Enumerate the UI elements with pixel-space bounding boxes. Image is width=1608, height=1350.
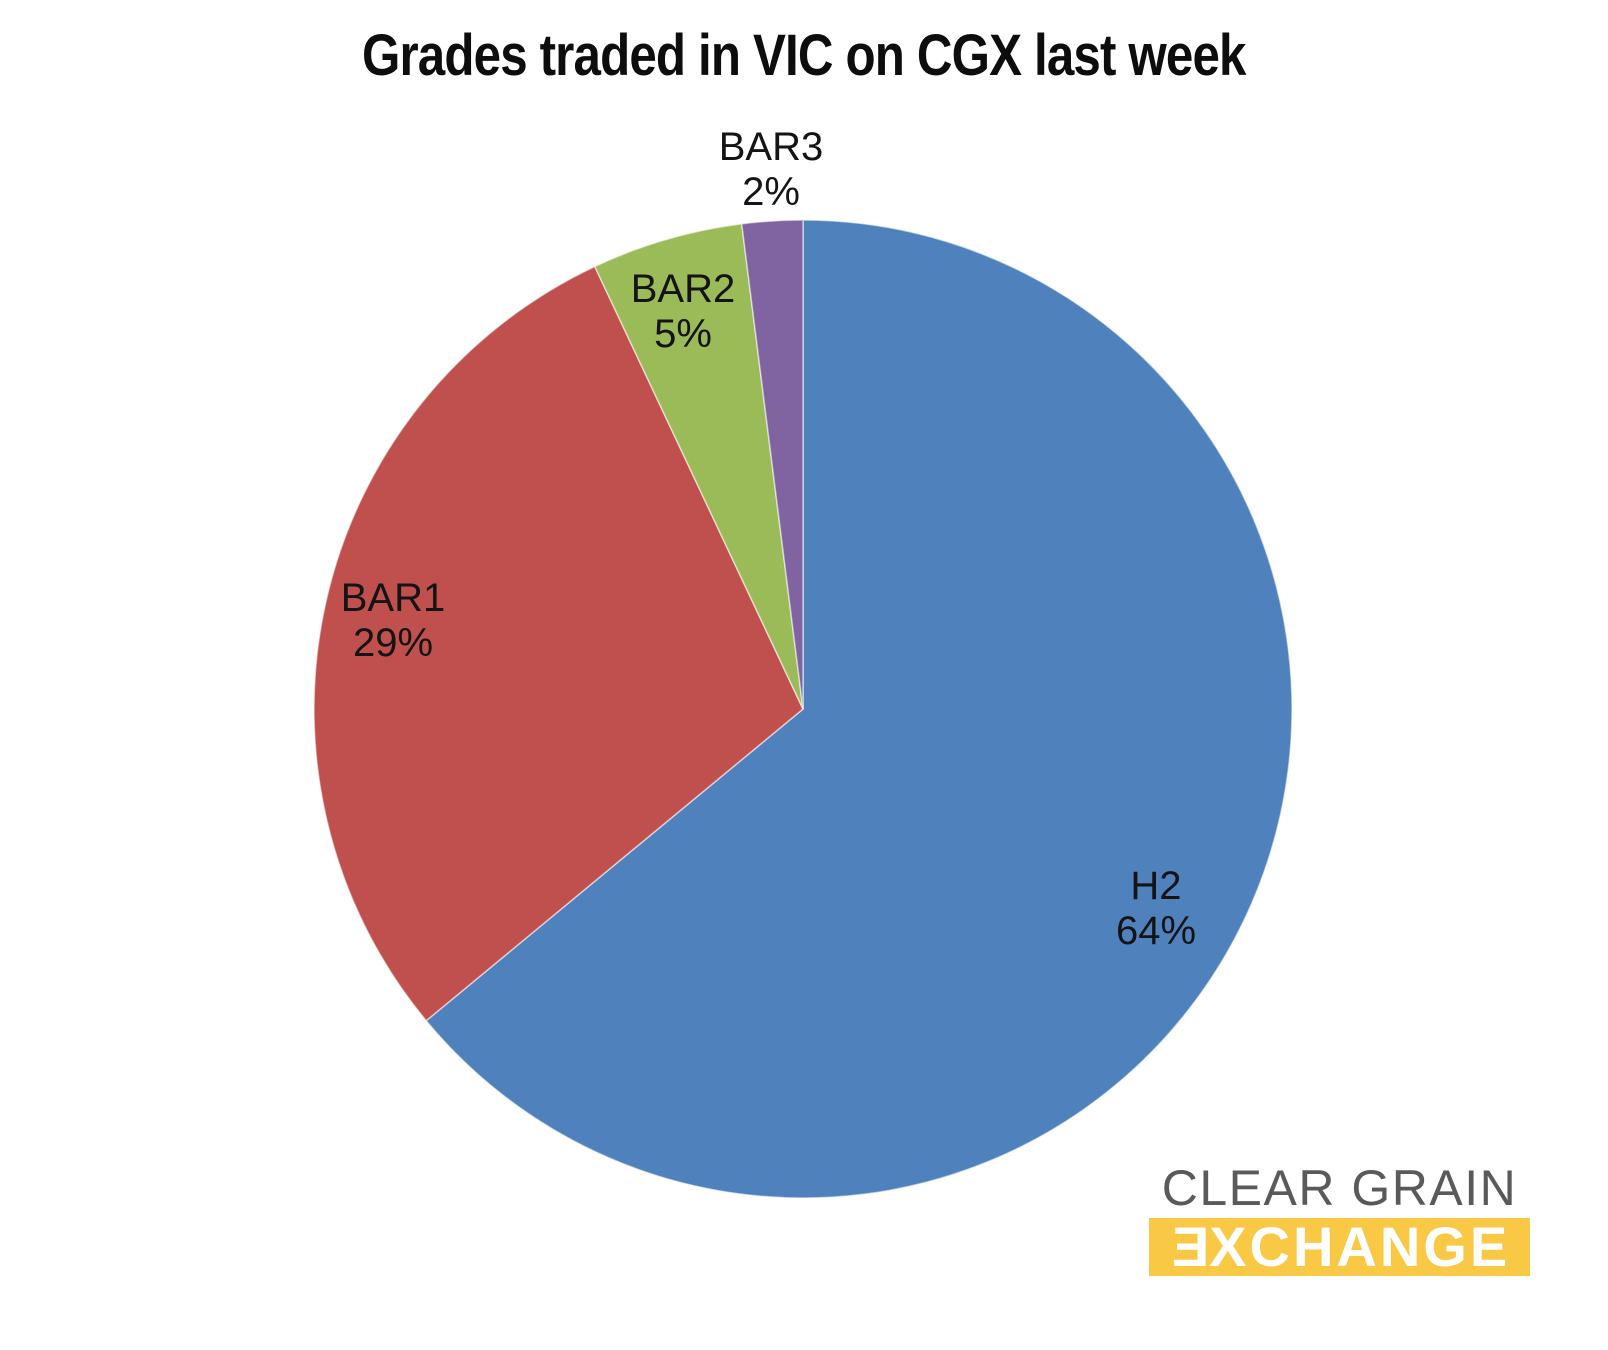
- pie-slice-bar2: [593, 223, 804, 710]
- pie-label-h2-name: H2: [1130, 864, 1182, 908]
- logo-clear-grain-text: CLEAR GRAIN: [1161, 1160, 1518, 1216]
- pie-label-h2: H2 64%: [1116, 864, 1196, 954]
- logo-reversed-e-glyph: E: [1168, 1215, 1210, 1278]
- pie-label-bar1: BAR1 29%: [341, 576, 446, 666]
- pie-label-bar3: BAR3 2%: [719, 125, 824, 215]
- logo-exchange-text: XCHANGE: [1209, 1215, 1511, 1278]
- pie-label-bar2-pct: 5%: [654, 312, 712, 356]
- pie-slice-h2: [425, 219, 1293, 1199]
- pie-label-bar3-pct: 2%: [742, 170, 800, 214]
- pie-slice-bar1: [313, 265, 804, 1022]
- cgx-logo: CLEAR GRAIN EXCHANGE: [1149, 1160, 1530, 1278]
- pie-label-bar1-name: BAR1: [340, 576, 446, 620]
- pie-slice-bar3: [740, 219, 804, 710]
- pie-label-bar3-name: BAR3: [718, 125, 824, 169]
- pie-label-h2-pct: 64%: [1115, 909, 1197, 953]
- page-title: Grades traded in VIC on CGX last week: [0, 22, 1608, 89]
- pie-label-bar2: BAR2 5%: [631, 267, 736, 357]
- page-title-text: Grades traded in VIC on CGX last week: [362, 23, 1246, 88]
- pie-label-bar1-pct: 29%: [352, 621, 434, 665]
- pie-label-bar2-name: BAR2: [630, 267, 736, 311]
- logo-exchange-bar: EXCHANGE: [1149, 1215, 1530, 1278]
